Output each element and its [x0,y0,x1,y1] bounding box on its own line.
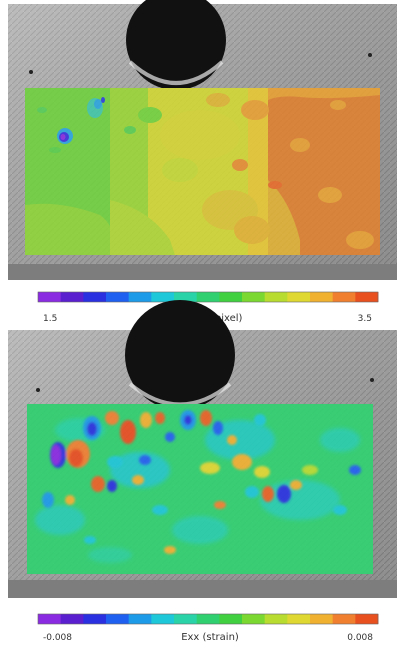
colorbar-1-tick-max: 3.5 [358,314,372,324]
colorbar-cell [128,292,152,302]
colorbar-cell [106,614,130,624]
colorbar-cell [310,292,334,302]
specimen-bottom-edge-1 [8,264,397,280]
surface-speck [36,388,40,392]
contour-overlay-1 [25,88,380,255]
colorbar-2-tick-max: 0.008 [347,633,373,643]
colorbar-cell [60,292,84,302]
colorbar-cell [219,292,243,302]
colorbar-cell [38,614,62,624]
colorbar-cell [287,292,311,302]
hole-2 [125,300,235,410]
colorbar-border [37,613,379,625]
colorbar-cell [332,614,356,624]
colorbar-cell [264,614,288,624]
contour-overlay-2 [27,404,373,574]
colorbar-cell [38,292,62,302]
colorbar-cell [60,614,84,624]
surface-speck [368,53,372,57]
colorbar-cell [332,292,356,302]
colorbar-cell [264,292,288,302]
colorbar-cell [174,614,198,624]
colorbar-cell [242,614,266,624]
colorbar-cell [128,614,152,624]
hole-1 [126,0,226,90]
colorbar-cell [196,292,220,302]
colorbar-2-tick-min: -0.008 [43,633,72,643]
colorbar-cell [151,614,175,624]
colorbar-cell [151,292,175,302]
colorbar-border [37,291,379,303]
colorbar-cell [355,292,379,302]
colorbar-2-label: Exx (strain) [181,632,239,643]
surface-speck [370,378,374,382]
colorbar-2: -0.008 Exx (strain) 0.008 [37,613,379,643]
colorbar-cell [83,614,107,624]
colorbar-cell [196,614,220,624]
colorbar-cell [287,614,311,624]
colorbar-cell [355,614,379,624]
colorbar-cell [83,292,107,302]
colorbar-cell [310,614,334,624]
specimen-bottom-edge-2 [8,580,397,598]
colorbar-cell [106,292,130,302]
hole-highlight-1 [128,60,224,85]
colorbar-1-tick-min: 1.5 [43,314,57,324]
colorbar-cell [219,614,243,624]
colorbar-cell [174,292,198,302]
panel-exx-strain [8,300,397,598]
colorbar-cell [242,292,266,302]
surface-speck [29,70,33,74]
panel-x-displacement [8,0,397,280]
